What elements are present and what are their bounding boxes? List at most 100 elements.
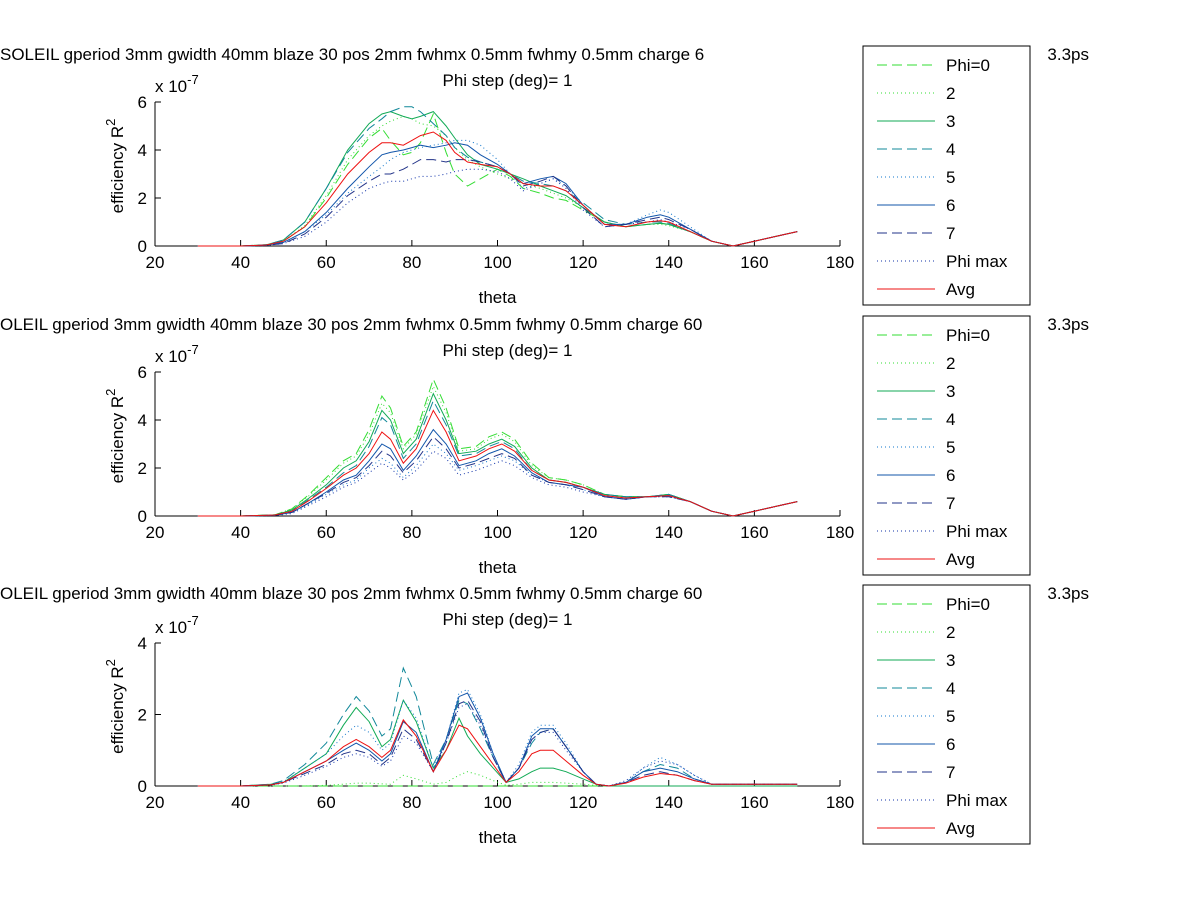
y-tick-label: 2 [138, 189, 147, 208]
legend-label-8: Phi max [946, 791, 1008, 810]
legend-label-6: 6 [946, 196, 955, 215]
y-tick-label: 2 [138, 459, 147, 478]
legend-label-7: 7 [946, 224, 955, 243]
y-tick-label: 6 [138, 93, 147, 112]
legend-label-5: 5 [946, 438, 955, 457]
exponent-power: -7 [187, 342, 199, 357]
y-tick-label: 4 [138, 141, 147, 160]
series-line-6 [197, 142, 798, 247]
chart-subtitle: Phi step (deg)= 1 [443, 71, 573, 90]
legend-label-2: 2 [946, 84, 955, 103]
subplot-1: 20 40 60 80 100 120 140 160 180 0 2 4 6 x 10-7 theta ef… [0, 45, 1089, 307]
legend: Phi=0 2 3 4 5 6 7 Phi max Avg [862, 45, 1031, 306]
chart-title: SOLEIL gperiod 3mm gwidth 40mm blaze 30 … [0, 45, 704, 64]
x-tick-label: 40 [231, 523, 250, 542]
chart-title: OLEIL gperiod 3mm gwidth 40mm blaze 30 p… [0, 584, 702, 603]
y-axis-label-text: efficiency R [108, 126, 127, 214]
exponent-power: -7 [187, 72, 199, 87]
y-axis-label-sup: 2 [103, 389, 118, 396]
exponent-base: x 10 [155, 618, 187, 637]
x-axis-label: theta [479, 558, 517, 577]
y-axis-label: efficiency R2 [103, 659, 127, 754]
x-tick-label: 60 [317, 253, 336, 272]
series-line-7 [197, 159, 798, 247]
x-axis-label: theta [479, 288, 517, 307]
chart-title-tail: 3.3ps [1047, 584, 1089, 603]
x-axis-label: theta [479, 828, 517, 847]
legend-label-8: Phi max [946, 522, 1008, 541]
legend-label-2: 2 [946, 623, 955, 642]
y-tick-label: 6 [138, 363, 147, 382]
legend-label-2: 2 [946, 354, 955, 373]
x-tick-label: 120 [569, 253, 597, 272]
legend-label-8: Phi max [946, 252, 1008, 271]
legend-label-4: 4 [946, 410, 955, 429]
x-tick-label: 120 [569, 793, 597, 812]
legend-label-7: 7 [946, 494, 955, 513]
x-tick-label: 160 [740, 253, 768, 272]
x-tick-label: 140 [655, 523, 683, 542]
legend-label-6: 6 [946, 735, 955, 754]
legend-box [862, 45, 1031, 306]
legend-label-7: 7 [946, 763, 955, 782]
x-tick-label: 80 [402, 793, 421, 812]
legend-label-9: Avg [946, 819, 975, 838]
chart-subtitle: Phi step (deg)= 1 [443, 610, 573, 629]
y-axis-label-text: efficiency R [108, 396, 127, 484]
series-line-9 [197, 718, 798, 787]
series-line-9 [197, 131, 798, 247]
x-tick-label: 180 [826, 253, 854, 272]
series-line-9 [197, 409, 798, 517]
exponent-label: x 10-7 [155, 613, 199, 637]
x-tick-label: 40 [231, 253, 250, 272]
legend-label-9: Avg [946, 550, 975, 569]
series-line-7 [197, 436, 798, 517]
legend-label-3: 3 [946, 112, 955, 131]
chart-title-tail: 3.3ps [1047, 45, 1089, 64]
y-axis-label-sup: 2 [103, 119, 118, 126]
x-tick-label: 20 [146, 523, 165, 542]
x-tick-label: 100 [483, 523, 511, 542]
y-tick-label: 4 [138, 634, 147, 653]
chart-subtitle: Phi step (deg)= 1 [443, 341, 573, 360]
x-tick-label: 20 [146, 793, 165, 812]
subplot-3: 20 40 60 80 100 120 140 160 180 0 2 4 x 10-7 theta eff… [0, 584, 1089, 847]
legend-box [862, 315, 1031, 576]
x-tick-label: 140 [655, 793, 683, 812]
series-line-3 [197, 392, 798, 517]
x-tick-label: 100 [483, 793, 511, 812]
legend-box [862, 584, 1031, 845]
y-tick-label: 2 [138, 706, 147, 725]
exponent-base: x 10 [155, 77, 187, 96]
exponent-base: x 10 [155, 347, 187, 366]
exponent-label: x 10-7 [155, 72, 199, 96]
series-line-2 [197, 115, 798, 247]
x-tick-label: 180 [826, 793, 854, 812]
x-tick-label: 80 [402, 523, 421, 542]
legend-label-9: Avg [946, 280, 975, 299]
x-tick-label: 20 [146, 253, 165, 272]
x-tick-label: 140 [655, 253, 683, 272]
x-tick-label: 100 [483, 253, 511, 272]
legend-label-5: 5 [946, 168, 955, 187]
series-line-4 [197, 399, 798, 517]
y-axis-label-text: efficiency R [108, 666, 127, 754]
x-tick-label: 40 [231, 793, 250, 812]
legend: Phi=0 2 3 4 5 6 7 Phi max Avg [862, 315, 1031, 576]
chart-title: OLEIL gperiod 3mm gwidth 40mm blaze 30 p… [0, 315, 702, 334]
legend-label-4: 4 [946, 140, 955, 159]
exponent-label: x 10-7 [155, 342, 199, 366]
x-tick-label: 180 [826, 523, 854, 542]
exponent-power: -7 [187, 613, 199, 628]
series-line-3 [197, 111, 798, 247]
legend-label-3: 3 [946, 382, 955, 401]
legend-label-3: 3 [946, 651, 955, 670]
legend-label-1: Phi=0 [946, 326, 990, 345]
x-tick-label: 80 [402, 253, 421, 272]
y-tick-label: 4 [138, 411, 147, 430]
legend-label-1: Phi=0 [946, 56, 990, 75]
chart-title-tail: 3.3ps [1047, 315, 1089, 334]
legend-label-4: 4 [946, 679, 955, 698]
